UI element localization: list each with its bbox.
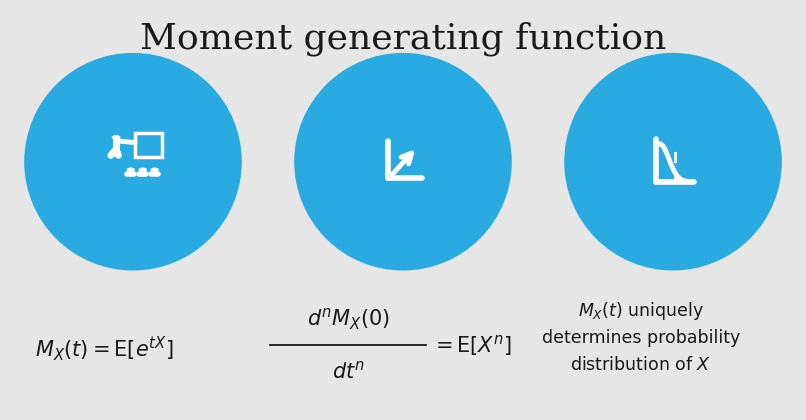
Text: $dt^n$: $dt^n$ (331, 361, 365, 383)
Ellipse shape (564, 53, 782, 270)
Circle shape (112, 135, 121, 139)
Text: distribution of $X$: distribution of $X$ (571, 357, 711, 374)
Ellipse shape (294, 53, 512, 270)
Text: $M_X(t)$ uniquely: $M_X(t)$ uniquely (578, 300, 704, 322)
Text: $d^n M_X(0)$: $d^n M_X(0)$ (306, 307, 390, 332)
FancyBboxPatch shape (135, 133, 162, 157)
Text: $= \mathrm{E}[X^n]$: $= \mathrm{E}[X^n]$ (431, 333, 512, 358)
Circle shape (127, 168, 135, 172)
Text: $M_X(t) = \mathrm{E}[e^{tX}]$: $M_X(t) = \mathrm{E}[e^{tX}]$ (35, 334, 174, 363)
Circle shape (151, 168, 159, 172)
Circle shape (139, 168, 147, 172)
Ellipse shape (24, 53, 242, 270)
Text: determines probability: determines probability (542, 329, 740, 347)
Text: Moment generating function: Moment generating function (140, 21, 666, 55)
